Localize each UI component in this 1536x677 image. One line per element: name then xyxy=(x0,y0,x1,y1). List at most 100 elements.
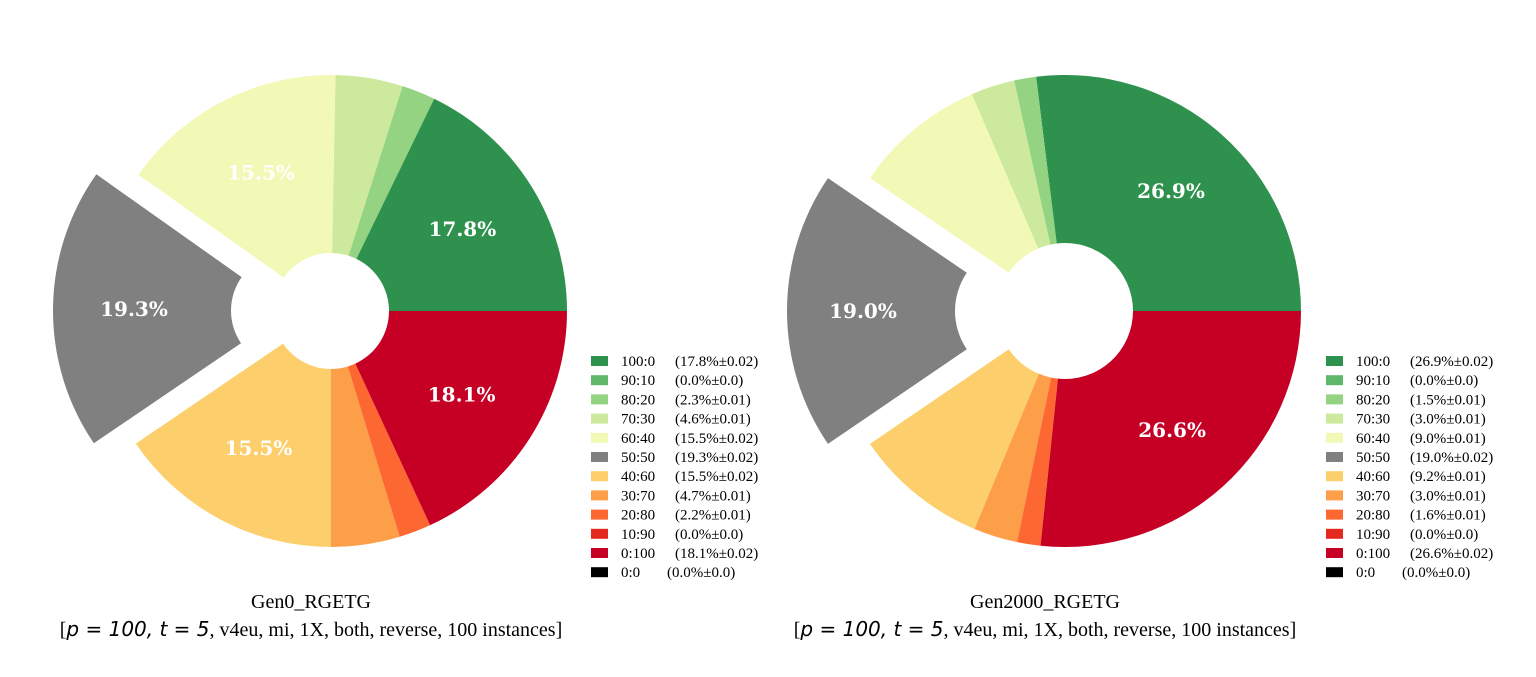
legend-swatch xyxy=(591,567,608,578)
legend-category: 30:70 xyxy=(621,488,655,504)
legend-swatch xyxy=(1326,509,1343,520)
legend-value: (0.0%±0.0) xyxy=(1410,373,1478,389)
pie-slice-30-70 xyxy=(331,366,400,547)
legend-value: (0.0%±0.0) xyxy=(675,373,743,389)
legend-swatch xyxy=(591,394,608,405)
legend-swatch xyxy=(591,413,608,424)
legend-swatch xyxy=(591,528,608,539)
legend-value: (9.2%±0.01) xyxy=(1410,469,1486,485)
legend-value: (2.2%±0.01) xyxy=(675,508,751,524)
legend-value: (3.0%±0.01) xyxy=(1410,412,1486,428)
pie-slice-0-100 xyxy=(1040,311,1301,547)
legend-swatch xyxy=(591,356,608,366)
legend-swatch xyxy=(1326,432,1343,443)
chart-title: Gen0_RGETG xyxy=(251,591,371,613)
legend-value: (4.6%±0.01) xyxy=(675,412,751,428)
legend: 100:0 (26.9%±0.02) 90:10 (0.0%±0.0) 80:20 (1.… xyxy=(1326,354,1493,581)
slice-percent-label: 15.5% xyxy=(227,161,295,185)
legend-category: 0:0 xyxy=(621,565,640,581)
legend-swatch xyxy=(591,375,608,386)
legend-swatch xyxy=(591,490,608,501)
legend-category: 20:80 xyxy=(621,508,655,524)
legend-value: (1.6%±0.01) xyxy=(1410,508,1486,524)
legend-value: (3.0%±0.01) xyxy=(1410,488,1486,504)
pie-slice-40-60 xyxy=(869,349,1039,529)
legend-swatch xyxy=(1326,356,1343,366)
legend-category: 90:10 xyxy=(621,373,655,389)
pie-chart-gen0: 17.8% 15.5% 19.3% 15.5% 18.1% 100:0 (17.8%±0.0… xyxy=(53,75,758,641)
legend-value: (18.1%±0.02) xyxy=(675,546,758,562)
legend-value: (26.9%±0.02) xyxy=(1410,354,1493,370)
pie-slice-0-100 xyxy=(355,311,567,526)
legend-category: 50:50 xyxy=(621,450,655,466)
legend-swatch xyxy=(591,432,608,443)
legend-category: 0:100 xyxy=(1356,546,1390,562)
legend-category: 40:60 xyxy=(1356,469,1390,485)
slice-percent-label: 19.0% xyxy=(829,299,897,323)
slice-percent-label: 18.1% xyxy=(428,382,496,406)
legend-value: (17.8%±0.02) xyxy=(675,354,758,370)
legend-swatch xyxy=(1326,528,1343,539)
legend-category: 60:40 xyxy=(1356,431,1390,447)
pie-slice-40-60 xyxy=(135,343,331,547)
pie-slice-70-30 xyxy=(971,80,1051,249)
slice-percent-label: 15.5% xyxy=(225,436,293,460)
slice-percent-label: 17.8% xyxy=(429,217,497,241)
pie-slice-100-0 xyxy=(356,98,567,312)
legend-category: 90:10 xyxy=(1356,373,1390,389)
legend-value: (0.0%±0.0) xyxy=(667,565,735,581)
chart-subtitle: [p = 100, t = 5, v4eu, mi, 1X, both, rev… xyxy=(794,617,1296,641)
legend-swatch xyxy=(1326,394,1343,405)
legend-swatch xyxy=(591,509,608,520)
pie-slice-20-80 xyxy=(347,363,431,537)
pie-slice-20-80 xyxy=(1017,377,1058,546)
pie-slice-60-40 xyxy=(869,94,1039,273)
legend-category: 100:0 xyxy=(1356,354,1390,370)
legend-value: (4.7%±0.01) xyxy=(675,488,751,504)
legend-category: 30:70 xyxy=(1356,488,1390,504)
legend-category: 70:30 xyxy=(621,412,655,428)
legend-category: 20:80 xyxy=(1356,508,1390,524)
slice-percent-label: 26.9% xyxy=(1137,179,1205,203)
pie-slice-80-20 xyxy=(1014,76,1057,245)
legend-swatch xyxy=(1326,567,1343,578)
legend-value: (19.3%±0.02) xyxy=(675,450,758,466)
legend-value: (0.0%±0.0) xyxy=(1410,527,1478,543)
pie-slice-50-50 xyxy=(786,178,967,444)
legend-category: 40:60 xyxy=(621,469,655,485)
slice-percent-label: 26.6% xyxy=(1138,418,1206,442)
legend-category: 50:50 xyxy=(1356,450,1390,466)
legend-category: 0:0 xyxy=(1356,565,1375,581)
chart-title: Gen2000_RGETG xyxy=(970,591,1120,613)
legend-category: 10:90 xyxy=(621,527,655,543)
chart-subtitle: [p = 100, t = 5, v4eu, mi, 1X, both, rev… xyxy=(60,617,562,641)
legend-swatch xyxy=(1326,375,1343,386)
legend-swatch xyxy=(591,452,608,462)
legend-value: (2.3%±0.01) xyxy=(675,392,751,408)
pie-slice-70-30 xyxy=(332,75,403,256)
legend-category: 80:20 xyxy=(1356,392,1390,408)
legend-value: (26.6%±0.02) xyxy=(1410,546,1493,562)
legend-swatch xyxy=(1326,471,1343,482)
legend-value: (15.5%±0.02) xyxy=(675,469,758,485)
legend-category: 100:0 xyxy=(621,354,655,370)
legend-swatch xyxy=(1326,548,1343,558)
legend-swatch xyxy=(1326,490,1343,501)
legend-value: (0.0%±0.0) xyxy=(675,527,743,543)
legend-value: (9.0%±0.01) xyxy=(1410,431,1486,447)
pie-chart-gen2000: 26.9% 19.0% 26.6% 100:0 (26.9%±0.02) 90:10 (0.… xyxy=(786,75,1493,641)
pie-slice-60-40 xyxy=(138,75,336,278)
pie-slice-30-70 xyxy=(974,373,1052,543)
legend-category: 10:90 xyxy=(1356,527,1390,543)
pie-slice-80-20 xyxy=(348,86,435,259)
pie-slice-100-0 xyxy=(1036,75,1301,312)
legend-value: (0.0%±0.0) xyxy=(1402,565,1470,581)
legend-category: 60:40 xyxy=(621,431,655,447)
legend-category: 70:30 xyxy=(1356,412,1390,428)
legend-swatch xyxy=(1326,452,1343,462)
slice-percent-label: 19.3% xyxy=(100,297,168,321)
legend-swatch xyxy=(591,471,608,482)
legend-category: 80:20 xyxy=(621,392,655,408)
legend-value: (15.5%±0.02) xyxy=(675,431,758,447)
